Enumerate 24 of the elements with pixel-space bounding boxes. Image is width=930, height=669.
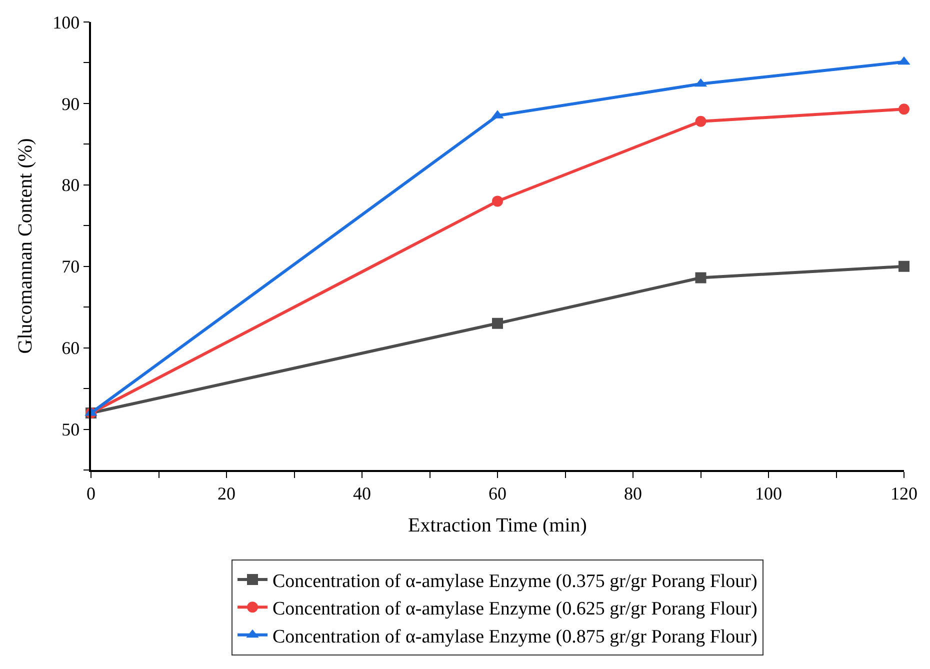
y-tick-label: 70 [62,256,80,277]
legend-label: Concentration of α-amylase Enzyme (0.625 gr/gr Porang Flour) [272,598,758,620]
x-tick-label: 120 [890,483,918,504]
x-tick-label: 40 [353,483,371,504]
x-tick-label: 100 [755,483,782,504]
point [695,116,706,127]
x-tick-label: 60 [488,483,506,504]
x-tick-label: 20 [218,483,236,504]
point [695,272,706,284]
x-tick-label: 80 [624,483,642,504]
point [492,318,503,329]
y-tick-label: 60 [62,338,80,358]
legend-label: Concentration of α-amylase Enzyme (0.375 gr/gr Porang Flour) [272,570,758,592]
legend-label: Concentration of α-amylase Enzyme (0.875 gr/gr Porang Flour) [272,626,758,648]
y-tick-label: 100 [52,12,80,32]
y-tick-label: 50 [62,420,80,440]
point [898,104,910,115]
y-tick-label: 90 [62,94,80,114]
point [898,260,910,272]
y-tick-label: 80 [62,175,80,196]
y-axis-title: Glucomannan Content (%) [14,138,37,354]
point [492,196,503,207]
x-axis-title: Extraction Time (min) [408,514,587,536]
x-tick-label: 0 [86,483,96,504]
